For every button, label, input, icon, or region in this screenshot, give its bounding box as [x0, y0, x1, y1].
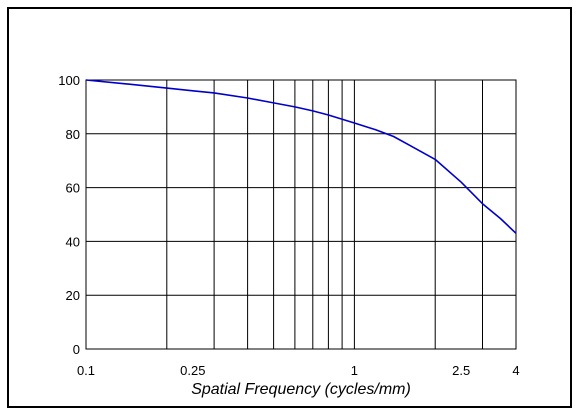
x-tick-label: 1 — [351, 363, 358, 378]
outer-border — [7, 7, 572, 408]
y-tick-label: 20 — [66, 288, 80, 303]
x-tick-label: 0.1 — [77, 363, 95, 378]
x-tick-label: 2.5 — [452, 363, 470, 378]
y-tick-label: 40 — [66, 234, 80, 249]
plot-area-border — [85, 79, 517, 350]
y-axis-tick-labels: 0 20 40 60 80 100 — [58, 73, 80, 357]
y-tick-label: 0 — [73, 342, 80, 357]
series-line — [85, 79, 517, 234]
x-axis-tick-labels: 0.1 0.25 1 2.5 4 — [77, 363, 520, 378]
series-lines — [85, 79, 517, 234]
x-tick-label: 0.25 — [180, 363, 205, 378]
y-tick-label: 100 — [58, 73, 80, 88]
x-tick-label: 4 — [512, 363, 519, 378]
y-tick-label: 60 — [66, 181, 80, 196]
y-tick-label: 80 — [66, 127, 80, 142]
x-axis-label: Spatial Frequency (cycles/mm) — [191, 381, 411, 398]
